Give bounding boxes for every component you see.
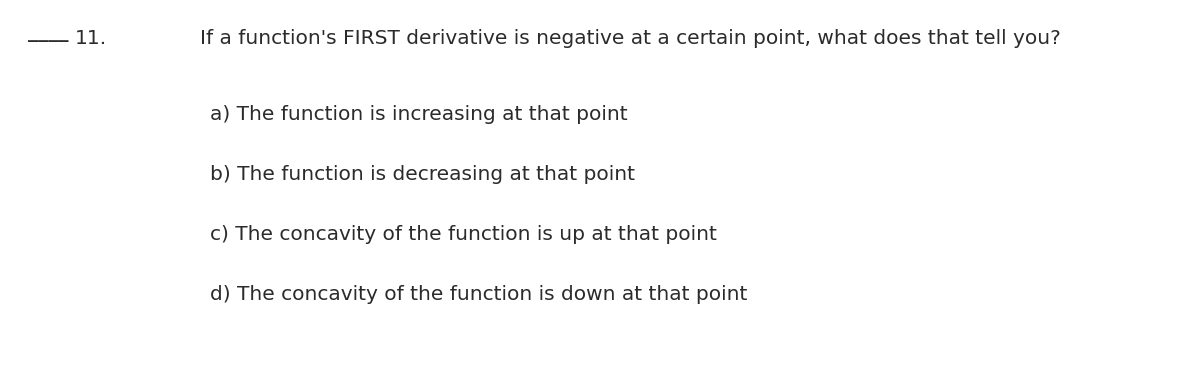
Text: If a function's FIRST derivative is negative at a certain point, what does that : If a function's FIRST derivative is nega…	[200, 30, 1061, 48]
Text: a) The function is increasing at that point: a) The function is increasing at that po…	[210, 104, 628, 124]
Text: d) The concavity of the function is down at that point: d) The concavity of the function is down…	[210, 285, 748, 303]
Text: b) The function is decreasing at that point: b) The function is decreasing at that po…	[210, 164, 635, 184]
Text: 11.: 11.	[74, 30, 107, 48]
Text: ____: ____	[28, 23, 68, 41]
Text: c) The concavity of the function is up at that point: c) The concavity of the function is up a…	[210, 225, 716, 243]
